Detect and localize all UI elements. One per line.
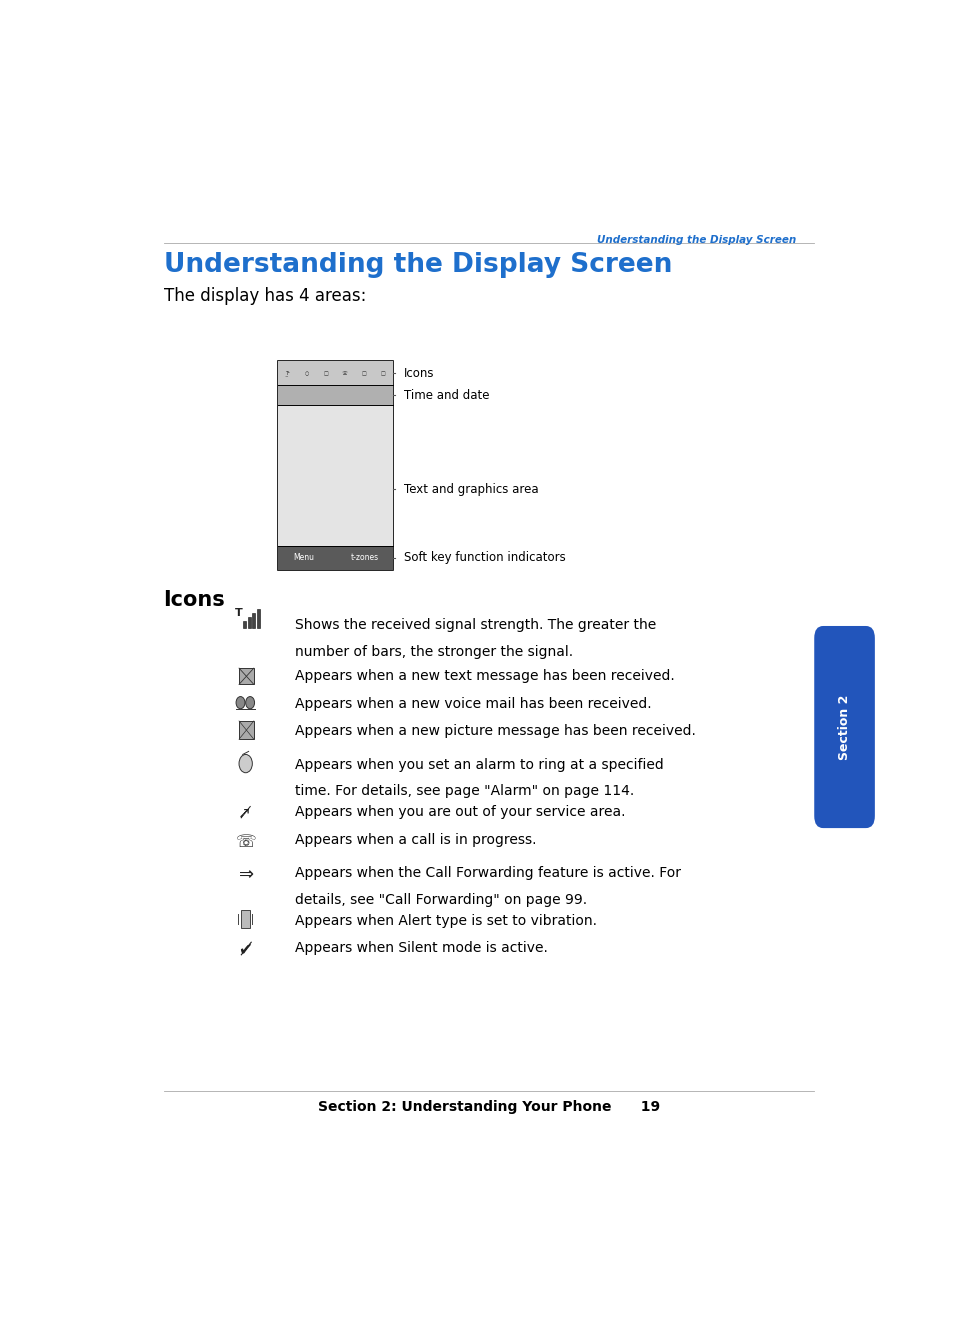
Text: □: □	[380, 371, 385, 376]
Text: □: □	[323, 371, 328, 376]
Text: Appears when you are out of your service area.: Appears when you are out of your service…	[294, 805, 625, 819]
Text: Appears when Alert type is set to vibration.: Appears when Alert type is set to vibrat…	[294, 914, 597, 927]
Text: ○: ○	[304, 371, 309, 376]
Text: number of bars, the stronger the signal.: number of bars, the stronger the signal.	[294, 645, 573, 658]
Text: Text and graphics area: Text and graphics area	[403, 483, 537, 496]
Text: □: □	[361, 371, 366, 376]
Text: Time and date: Time and date	[403, 389, 489, 402]
Text: ✔̸: ✔̸	[237, 942, 252, 959]
Text: Icons: Icons	[403, 367, 434, 380]
Bar	[252, 613, 255, 628]
Bar	[239, 669, 253, 685]
Bar	[278, 385, 393, 405]
Text: Soft key function indicators: Soft key function indicators	[403, 551, 565, 565]
Bar	[256, 609, 259, 628]
Bar	[248, 617, 251, 628]
Text: Understanding the Display Screen: Understanding the Display Screen	[164, 252, 671, 278]
FancyBboxPatch shape	[813, 627, 874, 828]
Text: The display has 4 areas:: The display has 4 areas:	[164, 288, 366, 305]
Text: ☏: ☏	[235, 832, 256, 851]
Text: Appears when Silent mode is active.: Appears when Silent mode is active.	[294, 942, 548, 955]
Text: Appears when a new voice mail has been received.: Appears when a new voice mail has been r…	[294, 696, 651, 711]
Bar	[239, 721, 253, 739]
Text: details, see "Call Forwarding" on page 99.: details, see "Call Forwarding" on page 9…	[294, 893, 587, 906]
Text: Shows the received signal strength. The greater the: Shows the received signal strength. The …	[294, 619, 656, 632]
Text: t-zones: t-zones	[351, 553, 379, 562]
Text: Section 2: Section 2	[837, 694, 850, 760]
Text: ↗̸: ↗̸	[238, 805, 251, 820]
Text: Appears when a new text message has been received.: Appears when a new text message has been…	[294, 669, 675, 683]
Bar	[243, 621, 246, 628]
Text: Section 2: Understanding Your Phone      19: Section 2: Understanding Your Phone 19	[317, 1100, 659, 1113]
Text: Appears when you set an alarm to ring at a specified: Appears when you set an alarm to ring at…	[294, 757, 663, 772]
Text: Menu: Menu	[293, 553, 314, 562]
Text: ☏: ☏	[341, 371, 348, 376]
Text: T: T	[234, 608, 242, 619]
Bar	[278, 546, 393, 570]
Text: Understanding the Display Screen: Understanding the Display Screen	[596, 236, 795, 245]
Bar	[278, 361, 393, 385]
Bar	[241, 910, 250, 929]
Text: T̲ᵄ: T̲ᵄ	[285, 371, 290, 376]
Text: Appears when a call is in progress.: Appears when a call is in progress.	[294, 832, 537, 847]
Text: Appears when a new picture message has been received.: Appears when a new picture message has b…	[294, 724, 696, 739]
Text: Appears when the Call Forwarding feature is active. For: Appears when the Call Forwarding feature…	[294, 867, 680, 880]
Text: time. For details, see page "Alarm" on page 114.: time. For details, see page "Alarm" on p…	[294, 783, 634, 798]
Text: Icons: Icons	[164, 590, 225, 609]
Circle shape	[235, 696, 245, 708]
Circle shape	[246, 696, 254, 708]
Circle shape	[239, 754, 252, 773]
Bar	[278, 361, 393, 570]
Bar	[278, 405, 393, 546]
Text: ⇒: ⇒	[238, 867, 253, 884]
